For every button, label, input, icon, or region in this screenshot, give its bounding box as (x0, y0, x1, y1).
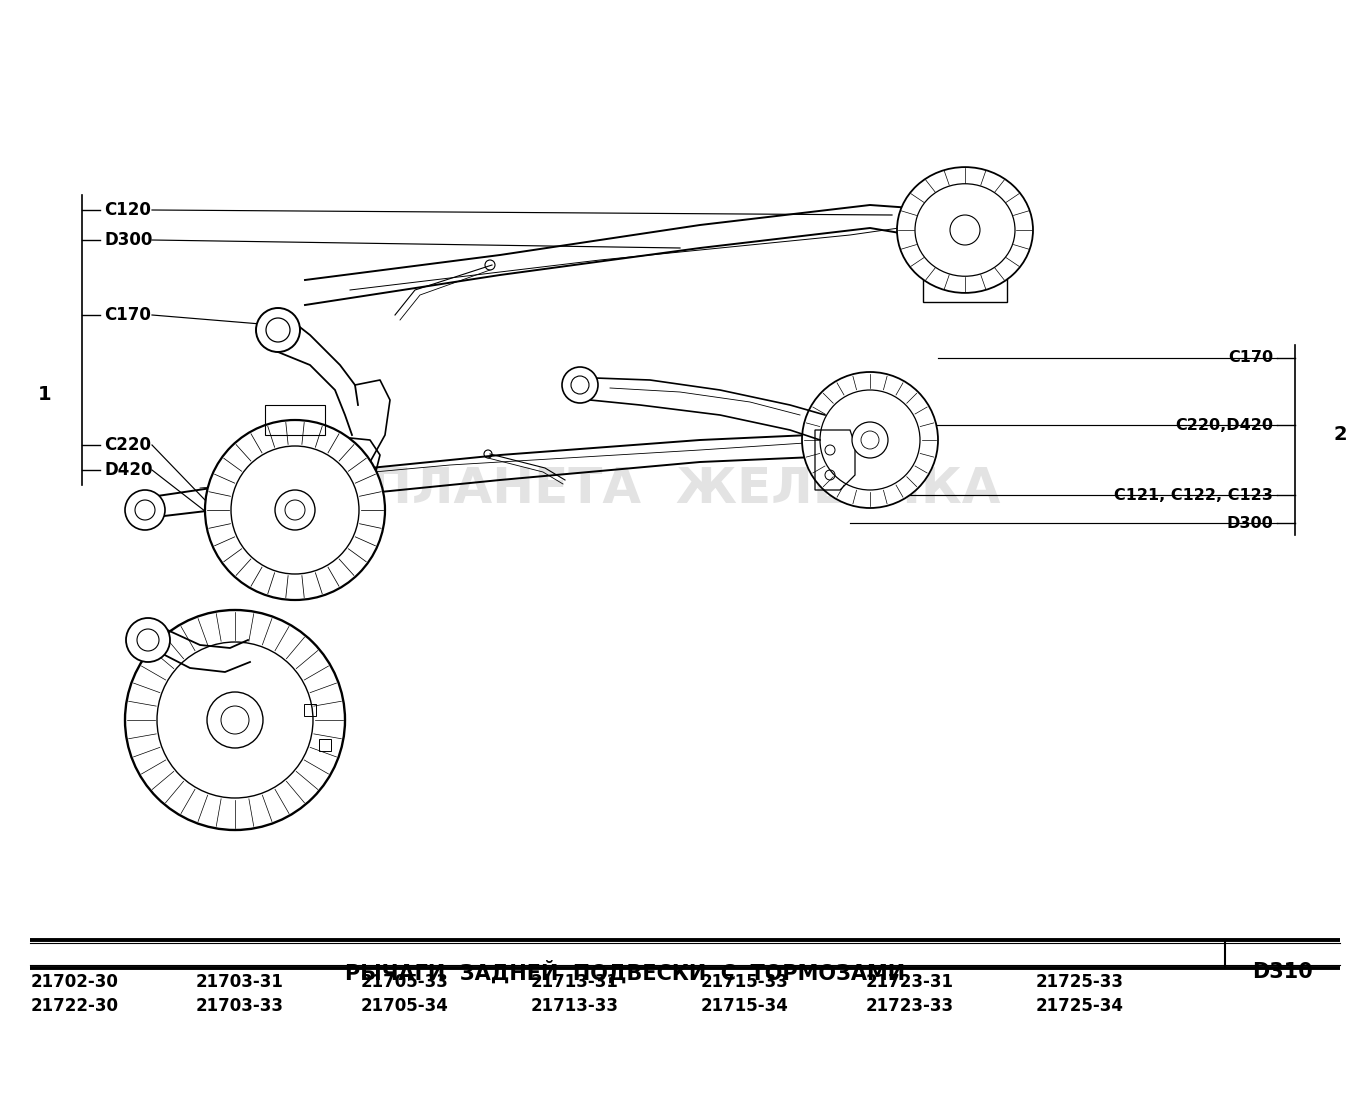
Text: ПЛАНЕТА  ЖЕЛЕЗЯКА: ПЛАНЕТА ЖЕЛЕЗЯКА (370, 466, 1001, 514)
Circle shape (126, 618, 170, 662)
Text: 21723-33: 21723-33 (866, 997, 954, 1015)
Text: 21702-30: 21702-30 (32, 973, 119, 991)
Text: 2: 2 (1333, 426, 1346, 445)
Bar (304, 704, 315, 716)
Circle shape (950, 215, 980, 245)
Circle shape (851, 421, 888, 458)
Text: D300: D300 (1226, 516, 1274, 530)
Circle shape (125, 610, 345, 830)
Text: C220: C220 (104, 436, 151, 454)
Text: 1: 1 (38, 386, 52, 405)
Text: D310: D310 (1252, 962, 1313, 982)
Text: РЫЧАГИ  ЗАДНЕЙ  ПОДВЕСКИ  С  ТОРМОЗАМИ: РЫЧАГИ ЗАДНЕЙ ПОДВЕСКИ С ТОРМОЗАМИ (345, 961, 905, 984)
Circle shape (256, 308, 300, 353)
Text: C121, C122, C123: C121, C122, C123 (1115, 487, 1274, 503)
Circle shape (802, 373, 938, 508)
Text: 21725-33: 21725-33 (1036, 973, 1124, 991)
Text: 21703-31: 21703-31 (196, 973, 284, 991)
Circle shape (125, 490, 165, 530)
Text: 21703-33: 21703-33 (196, 997, 284, 1015)
Text: 21705-33: 21705-33 (361, 973, 448, 991)
Text: 21725-34: 21725-34 (1036, 997, 1124, 1015)
Circle shape (206, 420, 385, 600)
Text: C220,D420: C220,D420 (1175, 417, 1274, 433)
Circle shape (207, 692, 263, 748)
Text: 21723-31: 21723-31 (866, 973, 954, 991)
Text: C170: C170 (104, 306, 151, 324)
Text: 21713-33: 21713-33 (531, 997, 618, 1015)
Text: C120: C120 (104, 201, 151, 219)
Text: D420: D420 (104, 461, 152, 479)
Ellipse shape (897, 167, 1032, 292)
Text: 21715-34: 21715-34 (701, 997, 788, 1015)
Text: C170: C170 (1228, 350, 1274, 366)
Circle shape (276, 490, 315, 530)
Text: 21715-33: 21715-33 (701, 973, 788, 991)
Text: 21713-31: 21713-31 (531, 973, 618, 991)
Bar (319, 739, 330, 751)
Text: D300: D300 (104, 231, 152, 249)
Text: 21722-30: 21722-30 (32, 997, 119, 1015)
Circle shape (562, 367, 598, 403)
Text: 21705-34: 21705-34 (361, 997, 448, 1015)
